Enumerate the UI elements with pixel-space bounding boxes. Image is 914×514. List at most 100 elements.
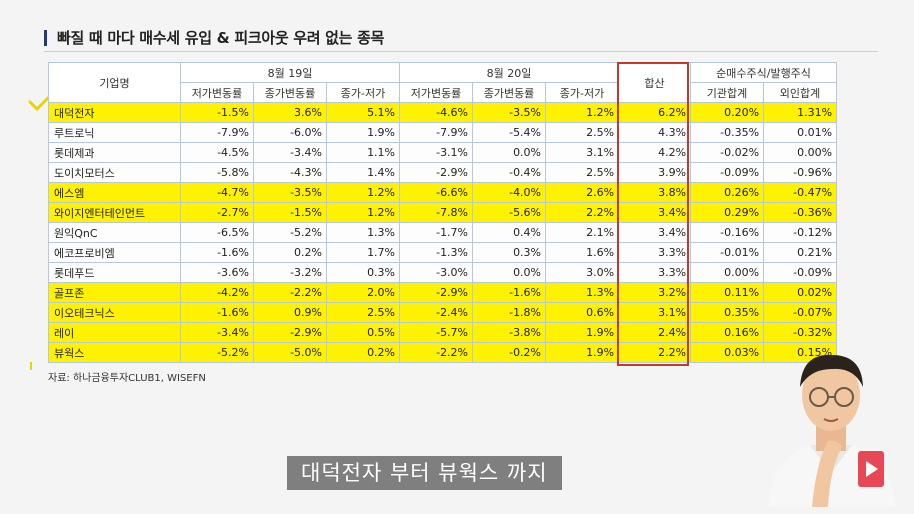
value-cell: -0.02% [690,142,765,163]
value-cell: -1.8% [472,302,547,323]
value-cell: -4.7% [180,182,254,203]
value-cell: -5.4% [472,122,547,143]
value-cell: -2.4% [399,302,474,323]
company-name: 롯데푸드 [48,262,181,283]
value-cell: 1.9% [545,322,620,343]
value-cell: 0.16% [690,322,765,343]
table-row: 롯데푸드 -3.6% -3.2% 0.3% -3.0% 0.0% 3.0% 3.3% 0.00%… [48,262,838,283]
value-cell: 1.31% [763,102,838,123]
video-subtitle: 대덕전자 부터 뷰웍스 까지 [287,456,562,490]
value-cell: 1.3% [325,222,401,243]
value-cell: -2.9% [399,282,474,303]
value-cell: 1.2% [325,182,401,203]
value-cell: 1.2% [545,102,620,123]
value-cell: -4.3% [253,162,327,183]
value-cell: 1.9% [325,122,401,143]
company-name: 에코프로비엠 [48,242,181,263]
value-cell: 0.0% [472,262,547,283]
value-cell: 3.8% [618,182,692,203]
value-cell: 5.1% [325,102,401,123]
value-cell: 0.26% [690,182,765,203]
value-cell: 3.9% [618,162,692,183]
value-cell: 0.5% [325,322,401,343]
value-cell: 2.0% [325,282,401,303]
title-bar: 빠질 때 마다 매수세 유입 & 피크아웃 우려 없는 종목 [44,27,384,48]
value-cell: -7.9% [180,122,254,143]
value-cell: 1.7% [325,242,401,263]
value-cell: -0.47% [763,182,838,203]
header-aug20: 8월 20일 [399,62,620,83]
value-cell: 0.03% [690,342,765,363]
value-cell: -3.8% [472,322,547,343]
table-row: 뷰웍스 -5.2% -5.0% 0.2% -2.2% -0.2% 1.9% 2.2% 0.03%… [48,342,838,363]
value-cell: -7.9% [399,122,474,143]
header-company: 기업명 [48,62,181,103]
value-cell: -6.0% [253,122,327,143]
value-cell: -0.4% [472,162,547,183]
table-row: 대덕전자 -1.5% 3.6% 5.1% -4.6% -3.5% 1.2% 6.2% 0.20%… [48,102,838,123]
check-mark-icon [28,92,54,112]
value-cell: 0.20% [690,102,765,123]
value-cell: -0.2% [472,342,547,363]
value-cell: -3.2% [253,262,327,283]
table-row: 이오테크닉스 -1.6% 0.9% 2.5% -2.4% -1.8% 0.6% 3.1% 0.3… [48,302,838,323]
value-cell: -4.2% [180,282,254,303]
subheader-foreign: 외인합계 [763,82,838,103]
company-name: 레이 [48,322,181,343]
value-cell: 1.4% [325,162,401,183]
value-cell: -5.6% [472,202,547,223]
table-row: 도이치모터스 -5.8% -4.3% 1.4% -2.9% -0.4% 2.5% 3.9% -0… [48,162,838,183]
value-cell: 0.6% [545,302,620,323]
value-cell: 3.3% [618,242,692,263]
value-cell: -2.2% [253,282,327,303]
title-accent [44,29,47,46]
value-cell: -3.6% [180,262,254,283]
value-cell: 3.3% [618,262,692,283]
value-cell: -3.0% [399,262,474,283]
value-cell: 0.01% [763,122,838,143]
value-cell: -6.6% [399,182,474,203]
table-row: 원익QnC -6.5% -5.2% 1.3% -1.7% 0.4% 2.1% 3.4% -0.1… [48,222,838,243]
company-name: 뷰웍스 [48,342,181,363]
value-cell: -1.6% [180,242,254,263]
source-note: 자료: 하나금융투자CLUB1, WISEFN [48,373,206,384]
subheader-close-minus-low-2: 종가-저가 [545,82,620,103]
value-cell: -5.2% [253,222,327,243]
value-cell: -3.1% [399,142,474,163]
value-cell: -5.8% [180,162,254,183]
subheader-low-change-2: 저가변동률 [399,82,474,103]
value-cell: -0.35% [690,122,765,143]
value-cell: 0.3% [472,242,547,263]
value-cell: 6.2% [618,102,692,123]
value-cell: 0.29% [690,202,765,223]
value-cell: -4.5% [180,142,254,163]
value-cell: -1.3% [399,242,474,263]
value-cell: 2.2% [618,342,692,363]
value-cell: 1.6% [545,242,620,263]
company-name: 대덕전자 [48,102,181,123]
margin-marker [30,362,32,370]
value-cell: 1.3% [545,282,620,303]
value-cell: 2.5% [325,302,401,323]
value-cell: 0.11% [690,282,765,303]
value-cell: -3.5% [253,182,327,203]
value-cell: 4.2% [618,142,692,163]
value-cell: -7.8% [399,202,474,223]
company-name: 원익QnC [48,222,181,243]
value-cell: -2.7% [180,202,254,223]
value-cell: -1.7% [399,222,474,243]
value-cell: -0.09% [763,262,838,283]
header-net-buy: 순매수주식/발행주식 [690,62,838,83]
value-cell: 1.9% [545,342,620,363]
table-row: 루트로닉 -7.9% -6.0% 1.9% -7.9% -5.4% 2.5% 4.3% -0.3… [48,122,838,143]
value-cell: -0.09% [690,162,765,183]
value-cell: 3.1% [618,302,692,323]
subheader-close-minus-low-1: 종가-저가 [325,82,401,103]
value-cell: -1.5% [253,202,327,223]
table-row: 와이지엔터테인먼트 -2.7% -1.5% 1.2% -7.8% -5.6% 2.2% 3.4… [48,202,838,223]
value-cell: 0.00% [690,262,765,283]
company-name: 롯데제과 [48,142,181,163]
value-cell: 0.9% [253,302,327,323]
table-row: 골프존 -4.2% -2.2% 2.0% -2.9% -1.6% 1.3% 3.2% 0.11%… [48,282,838,303]
value-cell: -0.36% [763,202,838,223]
